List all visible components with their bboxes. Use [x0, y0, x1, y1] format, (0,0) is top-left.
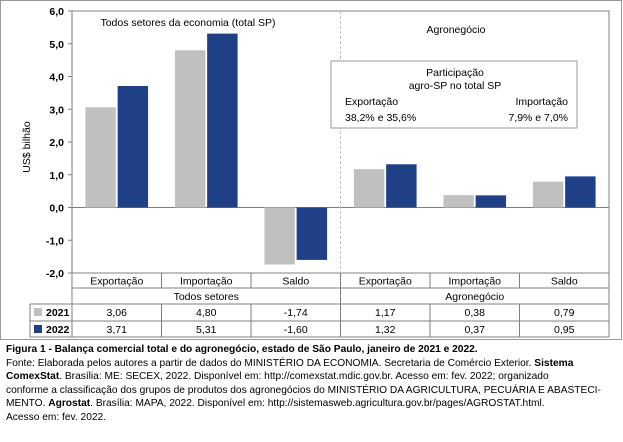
data-label: 1,32	[375, 324, 396, 336]
y-tick-label: 5,0	[49, 39, 64, 51]
caption-source-line: conforme a classificação dos grupos de p…	[6, 384, 601, 396]
x-group-label: Todos setores	[174, 291, 239, 303]
x-category-label: Exportação	[359, 276, 412, 288]
data-label: 0,79	[554, 307, 575, 319]
bar-2021-5	[532, 181, 564, 208]
caption-source-line: MENTO. Agrostat. Brasília: MAPA, 2022. D…	[6, 397, 617, 411]
caption-text: . Brasília: ME: SECEX, 2022. Disponível …	[59, 371, 549, 383]
y-tick-label: 3,0	[49, 104, 64, 116]
data-label: -1,60	[284, 324, 308, 336]
data-label: 0,38	[465, 307, 486, 319]
y-tick-label: 4,0	[49, 72, 64, 84]
bar-2022-1	[207, 33, 238, 208]
caption-bold: ComexStat	[6, 371, 60, 383]
data-label: 1,17	[375, 307, 396, 319]
y-tick-label: -1,0	[46, 235, 64, 247]
participation-export-value: 38,2% e 35,6%	[345, 112, 416, 124]
x-category-label: Importação	[180, 276, 233, 288]
data-label: 3,71	[107, 324, 128, 336]
chart-frame: 6,0 5,0 4,0 3,0 2,0 1,0 0,0 -1,0 -2,0 Exportação…	[0, 0, 622, 340]
bar-2021-4	[443, 195, 474, 208]
bar-2022-2	[296, 207, 328, 260]
bar-2021-0	[85, 107, 116, 208]
data-label: 4,80	[196, 307, 217, 319]
data-label: 0,37	[465, 324, 486, 336]
x-group-label: Agronegócio	[445, 291, 504, 303]
y-tick-label: 2,0	[49, 137, 64, 149]
caption-source-line: ComexStat. Brasília: ME: SECEX, 2022. Di…	[6, 370, 617, 384]
chart-border	[0, 0, 622, 340]
data-label: 3,06	[107, 307, 128, 319]
y-tick-label: -2,0	[46, 268, 64, 280]
bar-2022-4	[475, 195, 507, 208]
x-category-label: Saldo	[282, 276, 309, 288]
data-label: 5,31	[196, 324, 217, 336]
x-category-label: Exportação	[90, 276, 143, 288]
caption-source-line: Fonte: Elaborada pelos autores a partir …	[6, 357, 617, 371]
caption-bold: Sistema	[534, 357, 574, 369]
y-tick-label: 0,0	[49, 203, 64, 215]
y-tick-label: 1,0	[49, 170, 64, 182]
legend-swatch-2021	[34, 308, 42, 316]
legend-swatch-2022	[34, 325, 42, 333]
x-category-label: Saldo	[551, 276, 578, 288]
data-label: 0,95	[554, 324, 575, 336]
participation-import-value: 7,9% e 7,0%	[508, 112, 568, 124]
participation-import-label: Importação	[515, 96, 568, 108]
caption-source-line: Acesso em: fev. 2022.	[6, 411, 107, 423]
y-tick-label: 6,0	[49, 6, 64, 18]
bar-2022-3	[386, 164, 417, 208]
panel-title-agribusiness: Agronegócio	[427, 24, 486, 36]
legend-label-2022: 2022	[46, 324, 70, 336]
panel-title-all-sectors: Todos setores da economia (total SP)	[100, 17, 275, 29]
bar-2021-1	[174, 50, 206, 208]
bar-2021-3	[353, 169, 385, 208]
caption-bold: Agrostat	[48, 398, 91, 410]
bar-2021-2	[264, 207, 295, 265]
participation-box	[330, 60, 578, 129]
participation-export-label: Exportação	[345, 96, 398, 108]
caption-text: MENTO.	[6, 398, 49, 410]
y-axis-label: US$ bilhão	[21, 121, 33, 173]
caption-title: Figura 1 - Balança comercial total e do …	[6, 344, 478, 355]
participation-title-line2: agro-SP no total SP	[409, 80, 502, 92]
balance-chart: 6,0 5,0 4,0 3,0 2,0 1,0 0,0 -1,0 -2,0 Exportação…	[0, 0, 622, 340]
data-label: -1,74	[284, 307, 308, 319]
x-category-label: Importação	[448, 276, 501, 288]
caption-text: Fonte: Elaborada pelos autores a partir …	[6, 357, 535, 369]
figure-caption: Figura 1 - Balança comercial total e do …	[6, 343, 617, 425]
legend-label-2021: 2021	[46, 307, 70, 319]
caption-text: . Brasília: MAPA, 2022. Disponível em: h…	[90, 398, 545, 410]
bar-2022-5	[565, 176, 596, 208]
bar-2022-0	[117, 86, 149, 208]
participation-title-line1: Participação	[426, 67, 484, 79]
